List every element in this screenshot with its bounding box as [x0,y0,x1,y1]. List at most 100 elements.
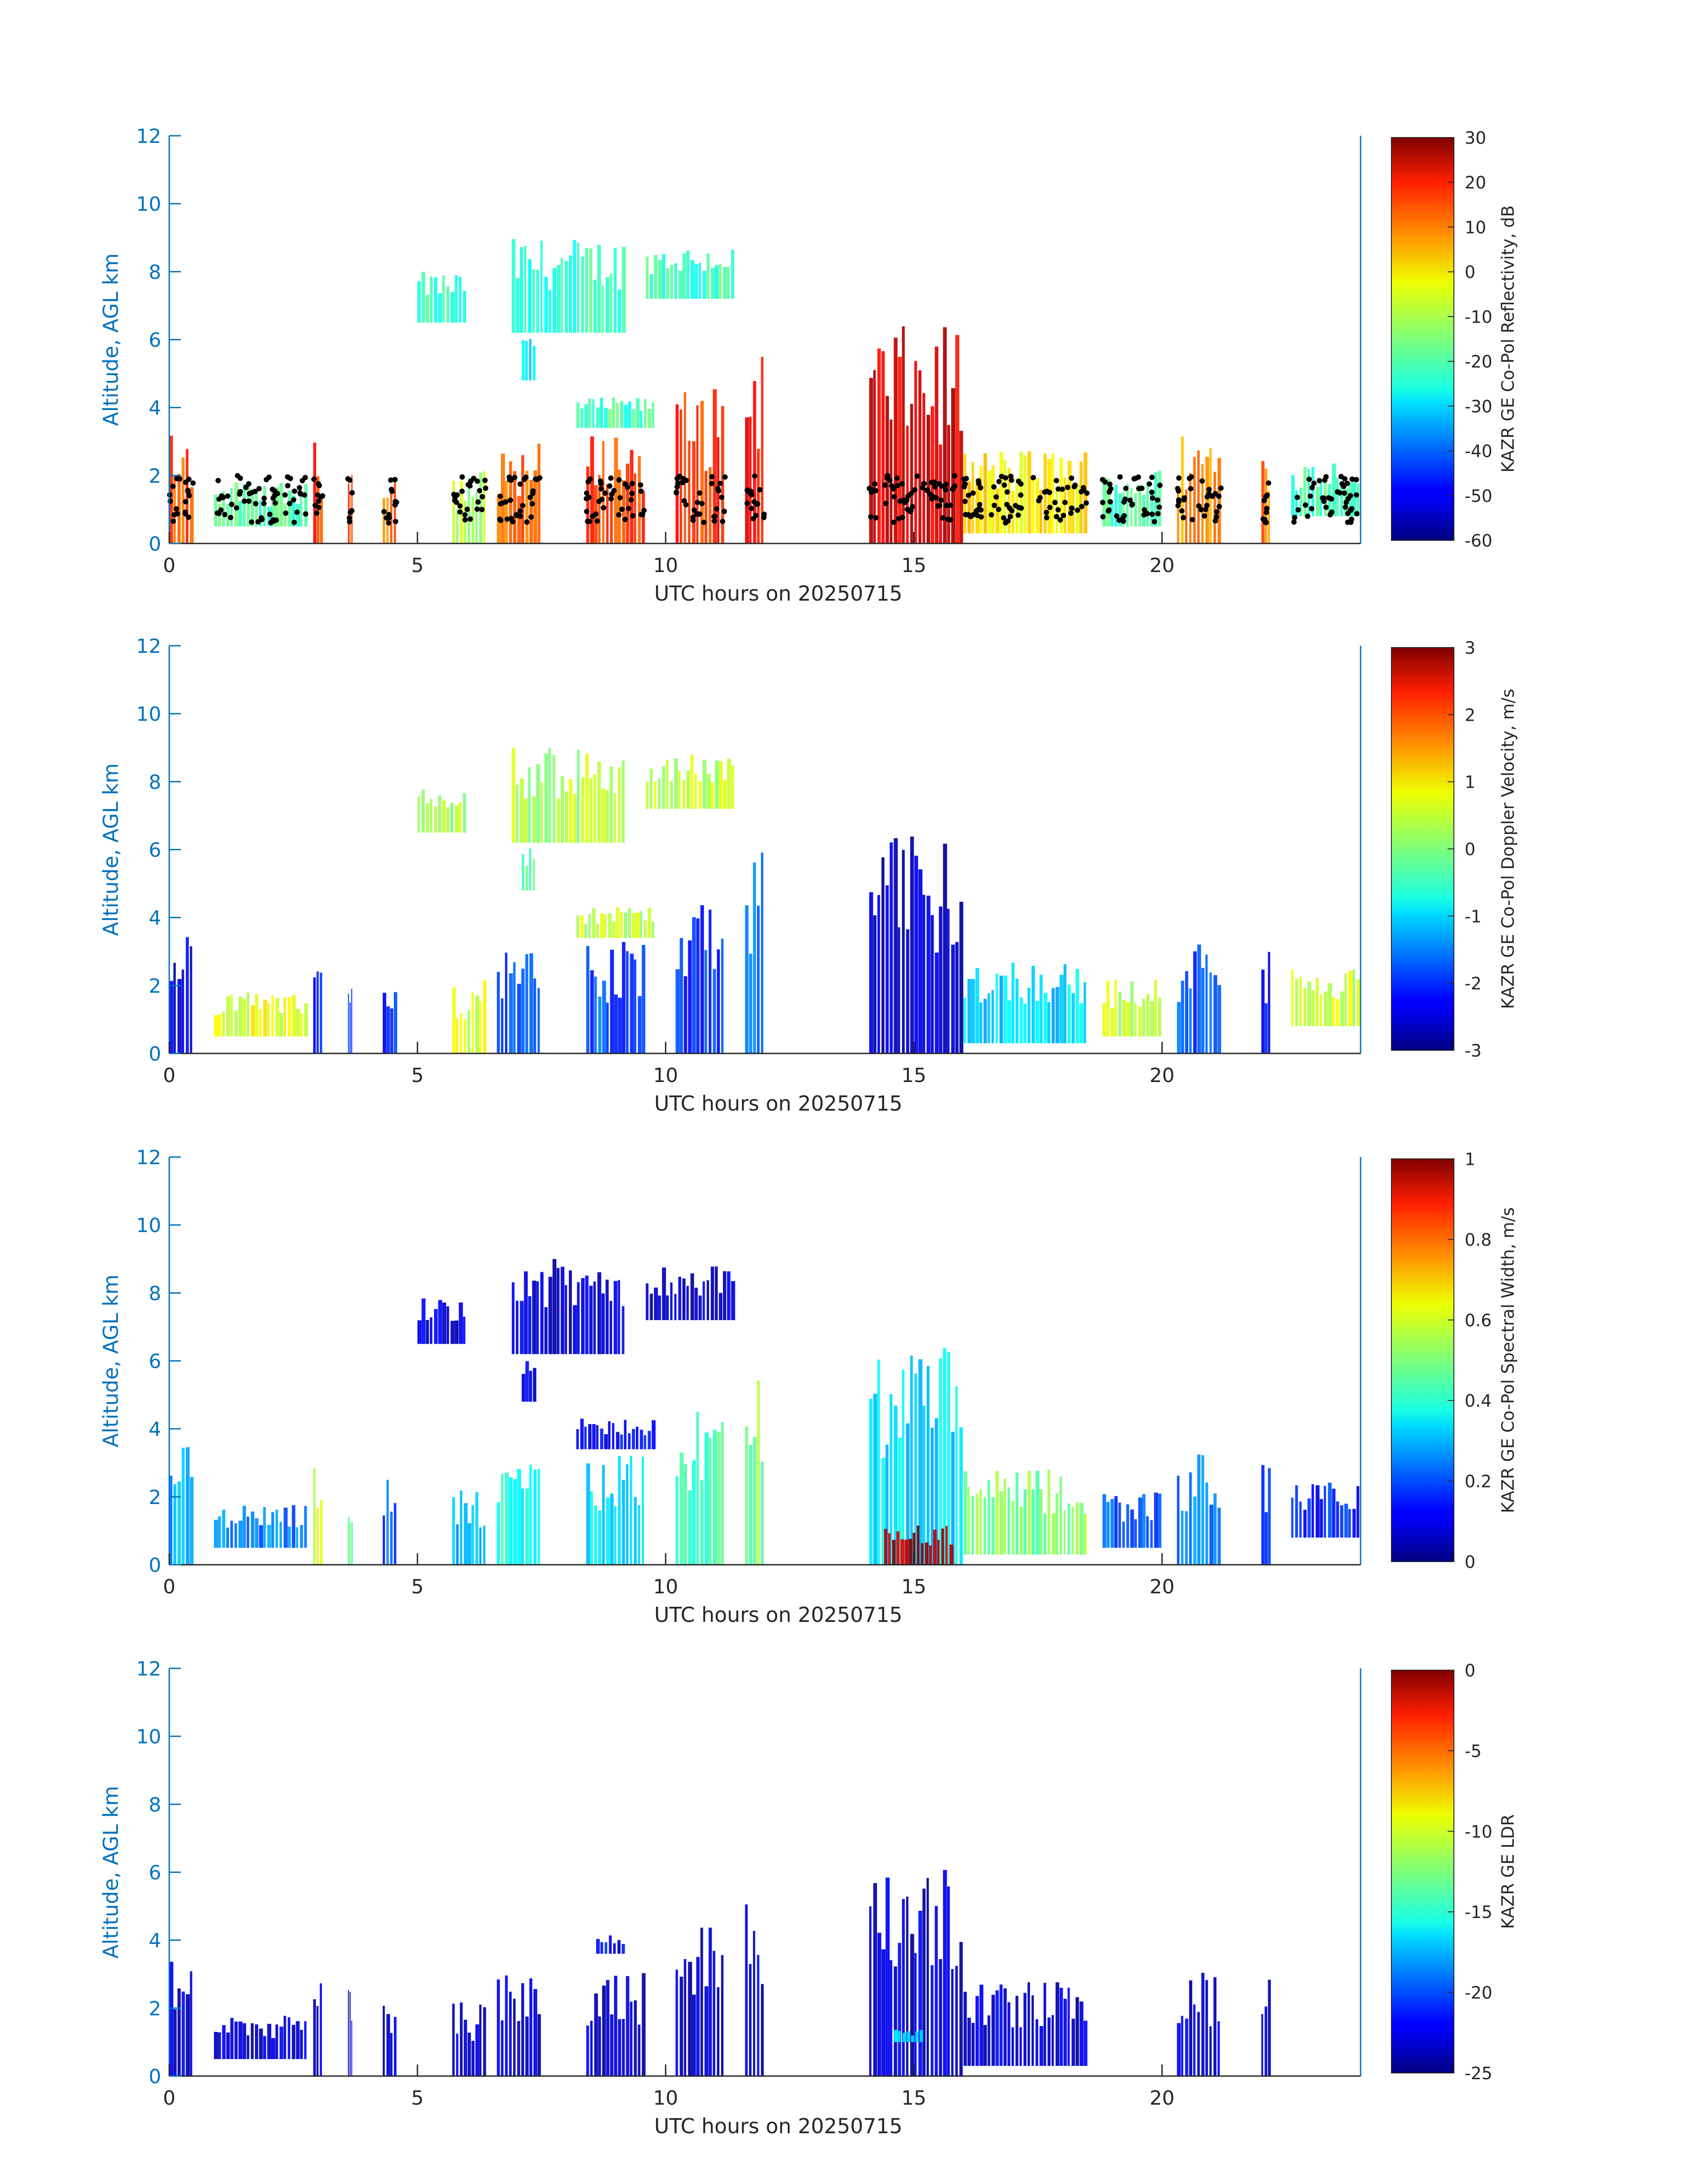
cloud-base-point [1349,476,1355,482]
cloud-base-point [978,514,984,520]
echo-region-10-strip [479,1527,482,1565]
echo-region-16-strip [1015,978,1019,1044]
echo-region-6-strip [222,1011,225,1036]
y-tick-label: 4 [149,397,161,420]
cloud-base-point [522,476,527,482]
colorbar-tick-label: 1 [1465,1149,1475,1169]
echo-region-2-strip [650,769,653,809]
echo-region-12-strip [586,466,589,543]
cloud-base-point [617,495,623,501]
echo-region-4-strip [584,1426,587,1450]
echo-region-1-strip [622,1306,625,1354]
echo-region-4-strip [624,405,628,428]
echo-region-12-strip [602,981,606,1053]
echo-region-12-strip [638,996,642,1053]
echo-region-18-strip [1177,1002,1181,1053]
echo-region-19-strip [1217,1508,1221,1565]
echo-region-1-strip [540,782,543,843]
y-tick-label: 2 [149,1997,161,2020]
echo-region-15-strip [873,1394,877,1565]
echo-region-1-strip [512,239,516,333]
echo-region-6-strip [533,1989,538,2076]
cloud-base-point [464,506,470,512]
echo-region-13-strip [700,401,704,543]
y-tick-label: 8 [149,771,161,794]
echo-region-16-strip [949,1544,954,1565]
colorbar-tick-label: -60 [1465,531,1492,551]
echo-region-10-strip [459,1490,463,1565]
cloud-base-point [761,511,767,517]
x-tick-label: 15 [902,1575,927,1598]
echo-region-14-strip [749,953,752,1053]
echo-region-1-strip [568,779,572,843]
echo-region-13-strip [1015,1996,1019,2066]
echo-region-17-strip [995,1471,999,1555]
cloud-base-point [1149,474,1155,480]
echo-region-1-strip [581,1278,585,1354]
echo-region-0-strip [442,275,445,323]
echo-region-9-strip [700,1927,703,2076]
echo-region-6-strip [275,998,280,1036]
echo-region-8-strip [600,1942,603,1954]
echo-region-1-strip [296,2021,300,2059]
echo-region-6-strip [267,1003,270,1036]
cloud-base-point [1186,476,1192,481]
cloud-base-point [714,506,719,512]
echo-region-6-strip [304,1506,307,1548]
echo-region-1-strip [544,276,548,333]
echo-region-1-strip [552,1259,556,1354]
cloud-base-point [388,477,394,483]
echo-region-1-strip [230,2018,234,2059]
echo-region-1-strip [593,1281,596,1354]
echo-region-2-strip [670,1282,673,1320]
echo-region-5-strip [483,2007,486,2076]
echo-region-13-strip [995,1990,999,2066]
cloud-base-point [1345,519,1351,525]
cloud-base-point [185,489,191,494]
cloud-base-point [1016,505,1022,510]
echo-region-4-strip [592,1424,596,1450]
echo-region-12-strip [898,2031,901,2042]
echo-region-19-strip [1205,1483,1208,1565]
echo-region-0-strip [417,796,420,833]
echo-region-6-strip [296,504,300,526]
echo-region-2-strip [718,263,722,299]
echo-region-11-strip [869,1906,872,2076]
echo-region-1-strip [573,240,576,333]
echo-region-11-strip [910,1934,915,2076]
cloud-base-point [1009,477,1015,483]
echo-region-20-strip [1352,478,1356,517]
echo-region-13-strip [971,2022,975,2066]
echo-region-9-strip [390,1008,393,1053]
echo-region-6-strip [300,497,303,526]
echo-region-6-strip [259,1009,262,1036]
echo-region-19-strip [1268,491,1270,543]
cloud-base-point [457,509,463,515]
cloud-base-point [890,486,896,492]
echo-region-6-strip [251,490,254,526]
cloud-base-point [754,501,760,507]
echo-region-12-strip [642,1456,644,1565]
y-tick-label: 2 [149,465,161,488]
echo-region-5-strip [190,946,192,1053]
echo-region-1-strip [528,259,532,333]
echo-region-4-strip [628,1433,631,1450]
y-tick-label: 4 [149,907,161,930]
echo-region-11-strip [939,1959,942,2076]
echo-region-9-strip [692,1994,696,2076]
echo-region-15-strip [935,1418,938,1565]
echo-region-15-strip [931,1427,934,1565]
echo-region-4-strip [632,913,636,938]
echo-region-10-strip [452,987,456,1053]
echo-region-0-strip [450,292,455,323]
cloud-base-point [1212,518,1218,524]
echo-region-11-strip [501,1474,504,1565]
echo-region-15-strip [889,1394,893,1565]
echo-region-9-strip [394,1503,397,1565]
echo-region-6-strip [230,994,233,1036]
echo-region-18-strip [1150,1520,1153,1548]
cloud-base-point [315,492,321,498]
cloud-base-point [745,488,751,494]
cloud-base-point [944,503,949,508]
echo-region-10-strip [475,995,479,1053]
